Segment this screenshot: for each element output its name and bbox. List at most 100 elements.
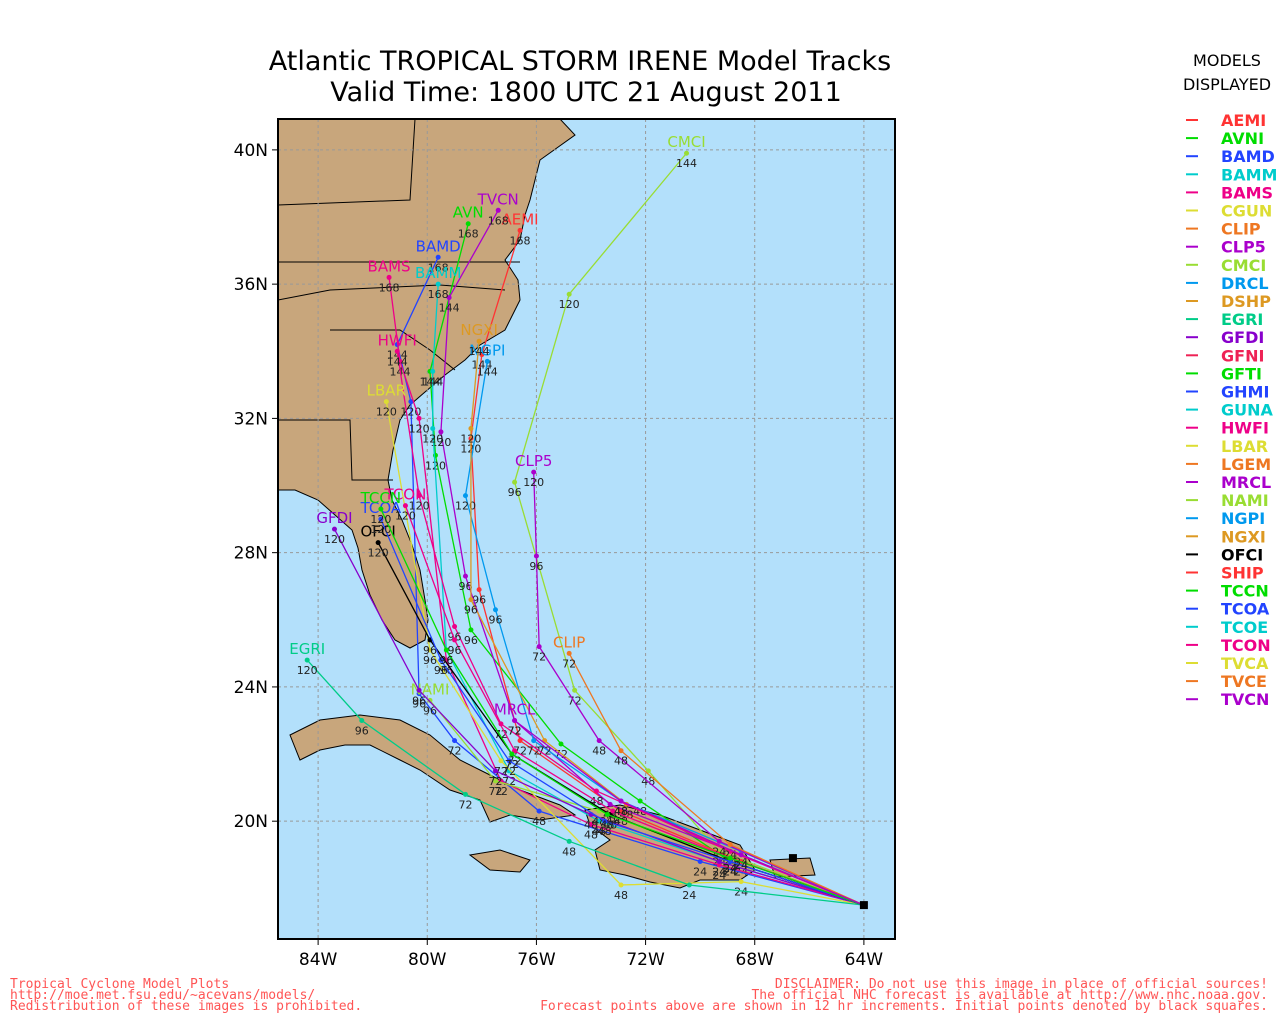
forecast-hour: 144 xyxy=(387,355,408,368)
forecast-hour: 120 xyxy=(376,406,397,419)
forecast-hour: 72 xyxy=(562,657,576,670)
initial-point xyxy=(859,901,868,910)
forecast-hour: 48 xyxy=(614,755,628,768)
track-label: TCON xyxy=(384,486,427,504)
legend-entry: GFDI xyxy=(1221,328,1264,347)
footer-left: http://moe.met.fsu.edu/~acevans/models/ xyxy=(10,988,315,1003)
track-point xyxy=(618,798,624,804)
footer-right: The official NHC forecast is available a… xyxy=(751,988,1268,1003)
track-point xyxy=(479,352,485,358)
forecast-hour: 96 xyxy=(434,664,448,677)
forecast-hour: 168 xyxy=(510,234,531,247)
forecast-hour: 72 xyxy=(538,745,552,758)
legend-entry: BAMS xyxy=(1221,183,1273,202)
legend-entry: AVNI xyxy=(1221,129,1264,148)
track-point xyxy=(618,882,624,888)
track-point xyxy=(602,818,608,824)
track-point xyxy=(462,791,468,797)
track-point xyxy=(531,469,537,475)
track-point xyxy=(531,738,537,744)
state-border xyxy=(278,419,393,481)
y-tick-label: 20N xyxy=(234,812,268,832)
legend-entry: BAMD xyxy=(1221,147,1275,166)
forecast-hour: 72 xyxy=(458,798,472,811)
track-point xyxy=(618,808,624,814)
track-start-segment xyxy=(740,880,865,906)
track-point xyxy=(509,751,515,757)
track-point xyxy=(378,506,384,512)
track-label: OFCI xyxy=(360,523,395,541)
legend-entry: CLP5 xyxy=(1221,238,1266,257)
land xyxy=(278,119,816,889)
track-label: NAMI xyxy=(411,680,450,698)
legend-entry: OFCI xyxy=(1221,545,1263,564)
legend-entry: CGUN xyxy=(1221,202,1272,221)
legend-entry: TVCN xyxy=(1221,690,1269,709)
forecast-hour: 144 xyxy=(419,375,440,388)
forecast-hour: 144 xyxy=(469,345,490,358)
legend-entry: EGRI xyxy=(1221,310,1263,329)
track-point xyxy=(495,207,501,213)
forecast-hour: 24 xyxy=(723,865,737,878)
legend-entry: GUNA xyxy=(1221,401,1274,420)
forecast-hour: 48 xyxy=(614,805,628,818)
track-point xyxy=(645,768,651,774)
forecast-hour: 72 xyxy=(505,758,519,771)
forecast-hour: 48 xyxy=(600,818,614,831)
forecast-hour: 120 xyxy=(370,523,391,536)
forecast-hour: 24 xyxy=(712,865,726,878)
forecast-hour: 96 xyxy=(423,654,437,667)
forecast-hour: 96 xyxy=(448,631,462,644)
track-point xyxy=(593,788,599,794)
forecast-hour: 144 xyxy=(676,157,697,170)
track-point xyxy=(446,295,452,301)
legend-entry: MRCL xyxy=(1221,473,1271,492)
forecast-hour: 96 xyxy=(412,698,426,711)
state-border xyxy=(330,329,456,371)
track-point xyxy=(506,768,512,774)
title: Atlantic TROPICAL STORM IRENE Model Trac… xyxy=(269,46,891,77)
track-label: TVCN xyxy=(477,190,519,208)
track-point xyxy=(517,738,523,744)
x-tick-label: 64W xyxy=(845,950,884,970)
north-america xyxy=(278,119,576,649)
forecast-hour: 96 xyxy=(458,580,472,593)
forecast-hour: 168 xyxy=(488,214,509,227)
track-point xyxy=(468,627,474,633)
track-point xyxy=(304,657,310,663)
forecast-hour: 24 xyxy=(734,886,748,899)
forecast-hour: 96 xyxy=(488,614,502,627)
track-point xyxy=(438,429,444,435)
track-point xyxy=(596,818,602,824)
track-point xyxy=(468,597,474,603)
subtitle: Valid Time: 1800 UTC 21 August 2011 xyxy=(330,77,842,108)
track-point xyxy=(375,540,381,546)
forecast-hour: 168 xyxy=(428,261,449,274)
forecast-hour: 120 xyxy=(324,533,345,546)
forecast-hour: 48 xyxy=(532,815,546,828)
track-point xyxy=(596,738,602,744)
track-label: CMCI xyxy=(667,133,705,151)
track-point xyxy=(558,741,564,747)
track-label: BAMS xyxy=(368,257,411,275)
track-point xyxy=(468,425,474,431)
forecast-hour: 48 xyxy=(592,745,606,758)
x-tick-label: 68W xyxy=(736,950,775,970)
forecast-hour: 24 xyxy=(712,865,726,878)
track-label: EGRI xyxy=(289,640,325,658)
track-point xyxy=(716,838,722,844)
track-point xyxy=(462,573,468,579)
forecast-hour: 48 xyxy=(598,825,612,838)
track-point xyxy=(402,503,408,509)
forecast-hour: 24 xyxy=(693,865,707,878)
footer-right: Forecast points above are shown in 12 hr… xyxy=(540,999,1268,1014)
legend-entry: AEMI xyxy=(1221,111,1266,130)
x-tick-label: 76W xyxy=(517,950,556,970)
x-tick-label: 72W xyxy=(626,950,665,970)
track-point xyxy=(452,624,458,630)
legend-entry: TVCA xyxy=(1221,654,1269,673)
forecast-hour: 120 xyxy=(523,476,544,489)
legend-entry: CMCI xyxy=(1221,256,1266,275)
forecast-hour: 48 xyxy=(614,889,628,902)
forecast-hour: 72 xyxy=(513,745,527,758)
